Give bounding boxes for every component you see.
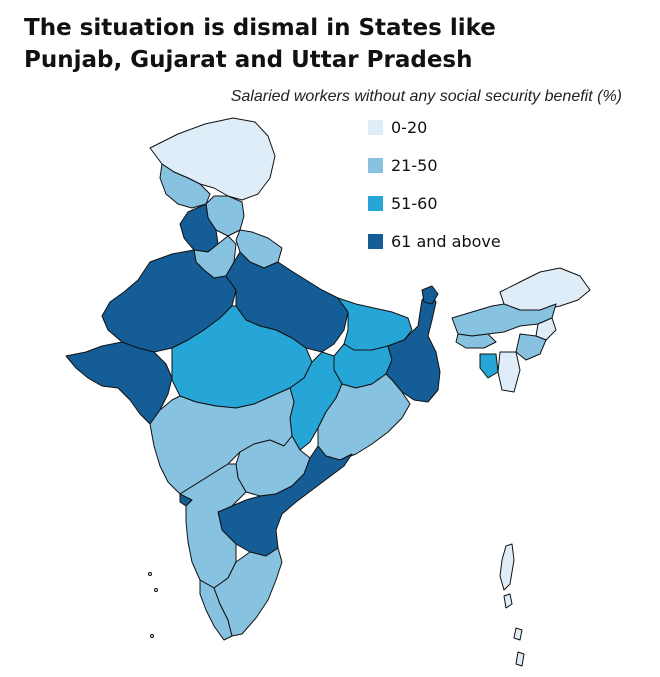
- region-manipur: [515, 333, 547, 361]
- legend-swatch-61-plus: [368, 233, 383, 249]
- legend-swatch-21-50: [368, 157, 383, 173]
- region-arunachal-pradesh: [499, 267, 591, 311]
- region-tamil-nadu: [213, 547, 283, 637]
- title-line-1: The situation is dismal in States like: [24, 15, 496, 41]
- legend-caption: Salaried workers without any social secu…: [230, 88, 622, 105]
- region-lakshadweep: [148, 572, 158, 638]
- legend-label-61-plus: 61 and above: [391, 231, 501, 251]
- region-gujarat: [65, 341, 173, 425]
- region-odisha: [317, 373, 411, 461]
- legend-label-51-60: 51-60: [391, 193, 438, 213]
- legend: 0-20 21-50 51-60 61 and above: [368, 118, 501, 270]
- region-karnataka: [179, 463, 247, 589]
- region-meghalaya: [455, 333, 497, 349]
- region-andaman-nicobar: [499, 543, 525, 667]
- region-nagaland: [535, 317, 557, 341]
- legend-swatch-51-60: [368, 195, 383, 211]
- region-mizoram: [497, 351, 521, 393]
- title-line-2: Punjab, Gujarat and Uttar Pradesh: [24, 47, 473, 73]
- legend-item-61-plus: 61 and above: [368, 231, 501, 251]
- legend-item-51-60: 51-60: [368, 193, 501, 213]
- legend-label-21-50: 21-50: [391, 155, 438, 175]
- legend-label-0-20: 0-20: [391, 117, 428, 137]
- region-sikkim: [421, 285, 439, 305]
- map-title: The situation is dismal in States like P…: [24, 12, 496, 76]
- legend-item-21-50: 21-50: [368, 155, 501, 175]
- region-tripura: [479, 353, 499, 379]
- legend-item-0-20: 0-20: [368, 117, 501, 137]
- legend-swatch-0-20: [368, 119, 383, 135]
